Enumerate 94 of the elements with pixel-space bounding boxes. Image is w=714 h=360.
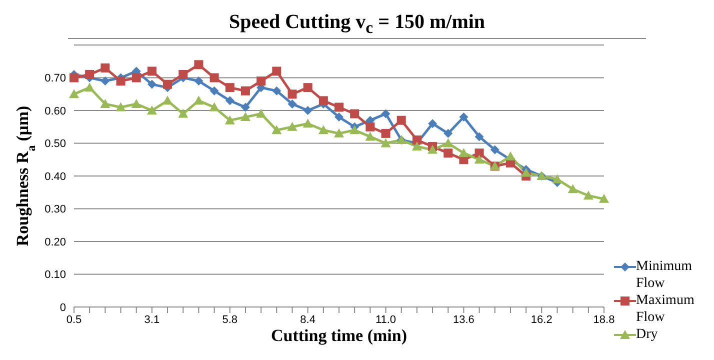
point — [599, 194, 609, 203]
chart-title: Speed Cutting v$_{c}$ = 150 m/min — [68, 8, 646, 39]
point — [474, 154, 484, 164]
point — [521, 168, 532, 177]
point — [272, 86, 282, 96]
point — [116, 76, 126, 86]
point — [474, 148, 484, 158]
y-tick-label: 0.30 — [44, 204, 66, 216]
point — [240, 102, 250, 112]
point — [209, 102, 220, 112]
point — [240, 112, 250, 122]
point — [100, 98, 110, 108]
point — [583, 190, 594, 200]
point — [194, 96, 204, 105]
point — [288, 99, 297, 108]
x-tick-label: 8.4 — [300, 314, 316, 326]
point — [459, 112, 468, 122]
point — [147, 66, 156, 76]
point — [163, 80, 172, 89]
point — [412, 142, 422, 151]
point — [162, 96, 173, 105]
y-tick-label: 0.60 — [44, 105, 66, 118]
point — [350, 125, 360, 134]
point — [474, 132, 484, 142]
point — [288, 90, 297, 99]
x-tick-label: 18.8 — [593, 314, 615, 326]
point — [568, 184, 578, 194]
point — [225, 96, 234, 106]
y-tick-label: 0.50 — [44, 138, 66, 150]
point — [287, 122, 298, 131]
x-axis-title: Cutting time (min) — [271, 326, 407, 345]
point — [224, 115, 235, 124]
point — [146, 106, 157, 114]
point — [350, 109, 360, 118]
point — [84, 82, 95, 92]
point — [428, 119, 438, 128]
point — [490, 145, 500, 154]
point — [303, 83, 312, 92]
point — [444, 148, 453, 158]
point — [380, 138, 391, 148]
point — [318, 125, 328, 134]
point — [443, 138, 454, 148]
x-tick-label: 11.0 — [375, 314, 396, 326]
point — [272, 125, 282, 134]
legend-label: Dry — [636, 326, 658, 343]
y-tick-label: 0 — [60, 302, 66, 314]
x-tick-label: 13.6 — [452, 314, 474, 326]
x-tick-label: 5.8 — [222, 314, 238, 326]
point — [396, 116, 406, 125]
point — [303, 106, 312, 115]
point — [256, 76, 266, 86]
point — [131, 98, 142, 108]
point — [256, 108, 266, 118]
y-tick-label: 0.10 — [44, 269, 66, 282]
point — [116, 102, 126, 112]
x-tick-label: 0.5 — [66, 314, 82, 326]
point — [302, 118, 313, 128]
x-tick-label: 16.2 — [530, 314, 552, 326]
point — [334, 112, 344, 122]
point — [365, 132, 376, 141]
point — [412, 135, 422, 144]
point — [334, 128, 344, 138]
point — [366, 122, 375, 132]
point — [318, 96, 328, 106]
legend-label: Minimum Flow — [636, 258, 694, 292]
point — [225, 83, 234, 92]
point — [210, 86, 219, 96]
point — [272, 66, 282, 76]
point — [194, 60, 204, 70]
point — [132, 73, 141, 82]
point — [240, 86, 250, 96]
point — [444, 128, 453, 138]
point — [552, 174, 562, 184]
y-tick-label: 0.70 — [44, 72, 66, 85]
point — [428, 144, 438, 154]
legend-label: Maximum Flow — [636, 292, 696, 326]
point — [147, 80, 156, 89]
point — [178, 108, 188, 118]
point — [100, 76, 110, 86]
x-tick-label: 3.1 — [144, 314, 160, 326]
point — [381, 109, 390, 118]
point — [85, 70, 94, 79]
point — [334, 102, 344, 112]
y-tick-label: 0.40 — [44, 170, 66, 183]
y-tick-label: 0.20 — [44, 236, 66, 248]
point — [69, 89, 79, 98]
point — [100, 63, 110, 72]
point — [70, 73, 78, 82]
point — [381, 128, 390, 138]
point — [178, 70, 188, 79]
point — [458, 148, 469, 158]
point — [505, 151, 516, 160]
point — [210, 73, 219, 82]
point — [194, 76, 204, 86]
